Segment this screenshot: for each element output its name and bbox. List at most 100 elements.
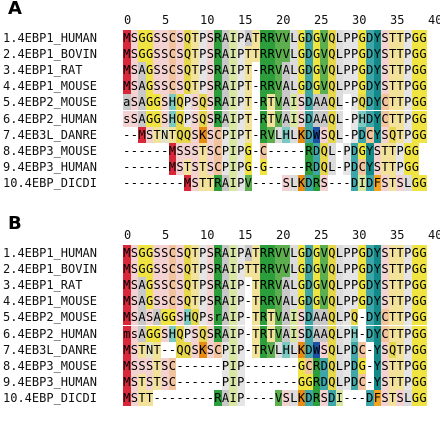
residue: G (244, 142, 253, 159)
residue: S (206, 325, 215, 342)
residue: Q (176, 94, 184, 111)
residue: R (267, 293, 275, 310)
residue: - (199, 358, 207, 373)
residue: G (138, 46, 146, 63)
residue: L (335, 341, 344, 358)
residue: C (259, 142, 268, 159)
residue: Q (183, 341, 192, 358)
residue: G (411, 309, 420, 326)
residue: A (320, 309, 329, 326)
residue: L (335, 261, 344, 278)
residue: Q (328, 78, 336, 95)
residue: H (350, 325, 359, 342)
residue: m (123, 325, 131, 342)
residue: P (236, 78, 245, 95)
ruler-tick: 20 (276, 13, 291, 27)
residue: T (396, 309, 404, 326)
residue: T (252, 277, 260, 294)
residue: - (244, 342, 252, 357)
residue: S (130, 293, 139, 310)
residue: P (403, 46, 412, 63)
residue: - (130, 159, 138, 174)
residue: I (229, 245, 237, 261)
residue: P (236, 126, 245, 143)
residue: R (259, 94, 268, 111)
residue: G (153, 94, 161, 111)
residue: P (403, 325, 412, 342)
residue: P (236, 46, 245, 63)
residue: P (343, 46, 351, 63)
residue: P (343, 373, 351, 390)
residue: S (145, 126, 154, 143)
residue: R (214, 78, 222, 95)
residue: S (176, 46, 184, 63)
residue: - (161, 390, 169, 405)
residue: G (419, 293, 427, 310)
residue: - (252, 374, 260, 389)
residue: - (161, 143, 169, 158)
alignment-row: 3.4EBP1_RAT MSAGSSCSQTPSRAIP-TRRVALGDGVQL… (0, 277, 440, 294)
residue: T (252, 245, 260, 261)
residue: S (176, 158, 184, 175)
residue: A (282, 110, 291, 127)
residue: T (396, 94, 404, 111)
residue: T (388, 325, 397, 342)
residue: - (335, 159, 344, 174)
residue: P (236, 94, 245, 111)
residue: P (236, 30, 245, 46)
residue: T (138, 389, 146, 406)
residue: V (320, 245, 329, 261)
residue: S (381, 30, 389, 46)
residue: S (396, 389, 404, 406)
residue: s (130, 325, 139, 342)
residue: T (244, 62, 253, 79)
residue: A (221, 293, 230, 310)
residue: P (403, 245, 412, 261)
residue: D (305, 62, 313, 79)
residue: G (297, 261, 306, 278)
residue: L (335, 126, 344, 143)
residue: M (168, 158, 177, 175)
residue: D (305, 293, 313, 310)
residue: T (191, 78, 199, 95)
residue: S (153, 261, 161, 278)
residue: S (160, 245, 169, 261)
panel-a: A 0 5 10 15 20 25 30 35 40 1.4EBP1_HUMAN MSGGSSCS… (0, 0, 440, 210)
alignment-row: 10.4EBP_DICDI --------MSTTRAIPV----SLKDRS… (0, 174, 440, 191)
residue: - (290, 143, 298, 158)
residue: A (282, 94, 291, 111)
residue: - (282, 159, 290, 174)
residue: Q (320, 142, 329, 159)
residue: I (229, 62, 237, 79)
residue: T (252, 46, 260, 63)
alignment-row: 8.4EBP3_MOUSE MSSSTSC------PIP-------GCRD… (0, 357, 440, 374)
residue: L (290, 174, 298, 191)
residue: L (274, 341, 283, 358)
residue: P (221, 158, 230, 175)
residue: G (358, 30, 366, 46)
residue: - (244, 310, 252, 325)
residue: T (388, 357, 397, 374)
residue: - (259, 374, 268, 389)
sequence-name: 7.4EB3L_DANRE (3, 127, 97, 142)
residue: I (358, 174, 366, 191)
residue: G (312, 30, 321, 46)
residue: P (403, 94, 412, 111)
residue: T (183, 158, 192, 175)
residue: S (206, 158, 215, 175)
residue: G (358, 142, 366, 159)
residue: C (214, 142, 222, 159)
residue: D (305, 245, 313, 261)
residue: Q (183, 245, 192, 261)
residue: L (335, 30, 344, 46)
residue: D (305, 46, 313, 63)
sequence-name: 8.4EBP3_MOUSE (3, 358, 97, 373)
residue: D (305, 110, 313, 127)
alignment-row: 5.4EBP2_MOUSE aSAGGSHQPSQSRAIPT-RTVAISDAA… (0, 94, 440, 111)
residue: C (214, 126, 222, 143)
residue: P (236, 341, 245, 358)
residue: T (388, 94, 397, 111)
ruler-tick: 20 (276, 228, 291, 242)
residue: V (320, 293, 329, 310)
residue: V (274, 30, 283, 46)
